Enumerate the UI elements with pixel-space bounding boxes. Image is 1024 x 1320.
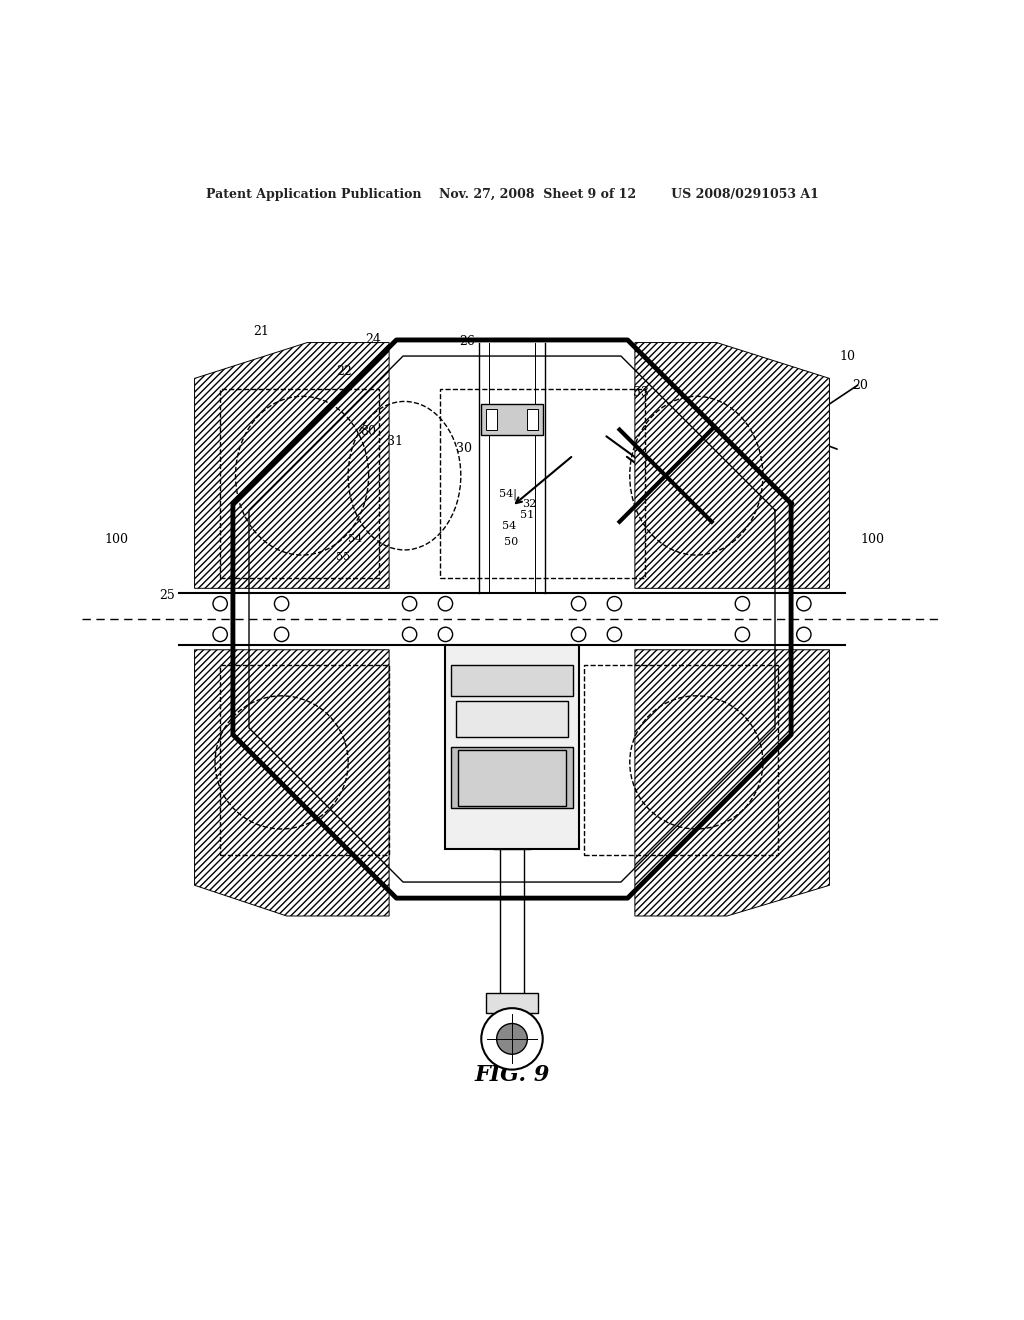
Bar: [220, 665, 389, 854]
FancyBboxPatch shape: [481, 404, 543, 434]
Text: 54|: 54|: [499, 488, 516, 500]
Text: 55: 55: [336, 552, 350, 561]
Bar: [440, 388, 645, 578]
Circle shape: [797, 597, 811, 611]
Bar: [451, 665, 573, 696]
Circle shape: [402, 627, 417, 642]
Circle shape: [607, 627, 622, 642]
Bar: [220, 388, 379, 578]
Text: 26: 26: [459, 334, 475, 347]
Circle shape: [213, 627, 227, 642]
Bar: [456, 701, 568, 737]
Text: Patent Application Publication    Nov. 27, 2008  Sheet 9 of 12        US 2008/02: Patent Application Publication Nov. 27, …: [206, 187, 818, 201]
Polygon shape: [635, 649, 829, 916]
Text: FIG. 9: FIG. 9: [474, 1064, 550, 1086]
Circle shape: [438, 627, 453, 642]
Text: 24: 24: [366, 333, 382, 346]
Text: 20: 20: [852, 379, 868, 392]
Text: 22: 22: [336, 366, 351, 379]
Text: 25: 25: [159, 589, 174, 602]
Circle shape: [213, 597, 227, 611]
Text: 31: 31: [387, 436, 403, 447]
Text: 100: 100: [104, 533, 128, 546]
Circle shape: [797, 627, 811, 642]
Bar: [584, 665, 778, 854]
Circle shape: [607, 597, 622, 611]
Circle shape: [497, 1023, 527, 1055]
Text: 32: 32: [522, 499, 537, 510]
Text: 54: 54: [502, 521, 516, 531]
Circle shape: [438, 597, 453, 611]
Text: 53: 53: [633, 385, 649, 399]
Bar: [486, 993, 538, 1014]
Circle shape: [274, 627, 289, 642]
Text: 54: 54: [348, 535, 362, 544]
Circle shape: [735, 627, 750, 642]
Circle shape: [481, 1008, 543, 1069]
Circle shape: [571, 597, 586, 611]
Text: 30: 30: [456, 442, 472, 455]
Bar: [527, 409, 538, 429]
Text: 10: 10: [840, 350, 856, 363]
Text: 80: 80: [360, 425, 377, 438]
Circle shape: [274, 597, 289, 611]
Polygon shape: [635, 343, 829, 589]
Text: 100: 100: [860, 533, 884, 546]
Circle shape: [571, 627, 586, 642]
Polygon shape: [195, 649, 389, 916]
Text: 50: 50: [504, 537, 518, 548]
Bar: [445, 644, 579, 850]
Bar: [451, 747, 573, 808]
Text: 21: 21: [253, 326, 269, 338]
Bar: [458, 750, 566, 807]
Polygon shape: [195, 343, 389, 589]
Circle shape: [402, 597, 417, 611]
Bar: [486, 409, 497, 429]
Circle shape: [735, 597, 750, 611]
Text: 51: 51: [520, 510, 535, 520]
